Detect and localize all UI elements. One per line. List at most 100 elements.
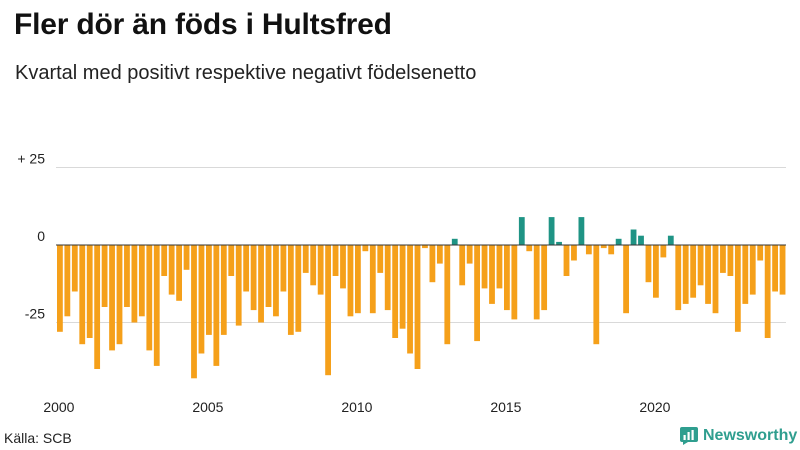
bar <box>697 245 704 286</box>
bar <box>191 245 197 379</box>
bar <box>355 245 361 314</box>
bar <box>295 245 302 332</box>
bar <box>541 245 548 311</box>
y-tick-label: 0 <box>37 228 45 244</box>
bar <box>615 238 622 245</box>
bar <box>772 245 778 292</box>
bar <box>392 245 399 338</box>
bar <box>720 245 726 273</box>
y-tick-label: -25 <box>25 306 45 322</box>
bar <box>593 245 600 345</box>
bar <box>243 245 250 292</box>
x-tick-label: 2000 <box>43 399 74 415</box>
bar <box>734 245 741 332</box>
bar <box>235 245 242 326</box>
bar <box>407 245 413 354</box>
bar <box>302 245 309 273</box>
bar <box>57 245 63 332</box>
bar <box>332 245 339 276</box>
bar <box>161 245 168 276</box>
bar <box>444 245 451 345</box>
bar <box>310 245 317 286</box>
bar <box>466 245 473 264</box>
bar <box>779 245 786 295</box>
bar <box>377 245 384 273</box>
bar <box>146 245 153 351</box>
bar <box>623 245 629 314</box>
bar <box>742 245 749 304</box>
x-tick-label: 2005 <box>192 399 223 415</box>
x-tick-label: 2015 <box>490 399 521 415</box>
y-tick-label: + 25 <box>17 151 45 167</box>
newsworthy-icon <box>680 427 698 445</box>
bar <box>116 245 123 345</box>
bar <box>228 245 235 276</box>
bar <box>518 217 525 245</box>
bar <box>317 245 324 295</box>
bar <box>511 245 518 320</box>
bar <box>131 245 138 323</box>
bar <box>153 245 160 366</box>
bar <box>563 245 570 276</box>
bar <box>675 245 682 311</box>
bar <box>645 245 652 283</box>
bar <box>608 245 615 255</box>
x-tick-label: 2010 <box>341 399 372 415</box>
bar <box>757 245 764 261</box>
bar <box>340 245 346 289</box>
chart-subtitle: Kvartal med positivt respektive negativt… <box>15 62 477 84</box>
bar <box>206 245 212 335</box>
bar <box>638 235 644 245</box>
bar <box>176 245 182 301</box>
bar <box>168 245 175 295</box>
bar <box>571 245 577 261</box>
bar <box>287 245 294 335</box>
bar <box>220 245 227 335</box>
bar <box>489 245 495 304</box>
bar <box>101 245 108 307</box>
bars-layer <box>57 217 786 379</box>
bar <box>690 245 697 298</box>
source-note: Källa: SCB <box>4 430 72 446</box>
bar <box>384 245 391 311</box>
bar <box>459 245 466 286</box>
bar <box>429 245 436 283</box>
bar <box>667 235 674 245</box>
bar <box>630 229 637 245</box>
bar <box>548 217 555 245</box>
bar <box>451 238 458 245</box>
bar <box>71 245 78 292</box>
bar <box>474 245 480 342</box>
bar <box>533 245 540 320</box>
bar <box>265 245 272 307</box>
bar <box>250 245 257 311</box>
bar <box>213 245 220 366</box>
bar <box>422 245 428 249</box>
bar <box>660 245 667 258</box>
bar <box>414 245 421 369</box>
newsworthy-logo[interactable]: Newsworthy <box>680 427 797 445</box>
bar <box>682 245 689 304</box>
bar <box>504 245 510 311</box>
bar <box>653 245 659 298</box>
bar <box>347 245 354 317</box>
bar <box>109 245 115 351</box>
bar <box>198 245 205 354</box>
bar <box>496 245 503 289</box>
bar <box>138 245 145 317</box>
bar <box>280 245 287 292</box>
grid-layer <box>56 167 786 323</box>
bar <box>749 245 756 295</box>
axis-layer: + 25 0 -25 2000 2005 2010 2015 2020 <box>17 151 786 415</box>
bar <box>556 241 562 245</box>
bar <box>712 245 719 314</box>
bar <box>600 245 607 249</box>
bar <box>369 245 376 314</box>
bar <box>183 245 190 270</box>
chart-title: Fler dör än föds i Hultsfred <box>14 8 392 41</box>
bar <box>481 245 488 289</box>
bar <box>362 245 369 252</box>
bar <box>124 245 130 307</box>
newsworthy-label: Newsworthy <box>703 427 798 444</box>
